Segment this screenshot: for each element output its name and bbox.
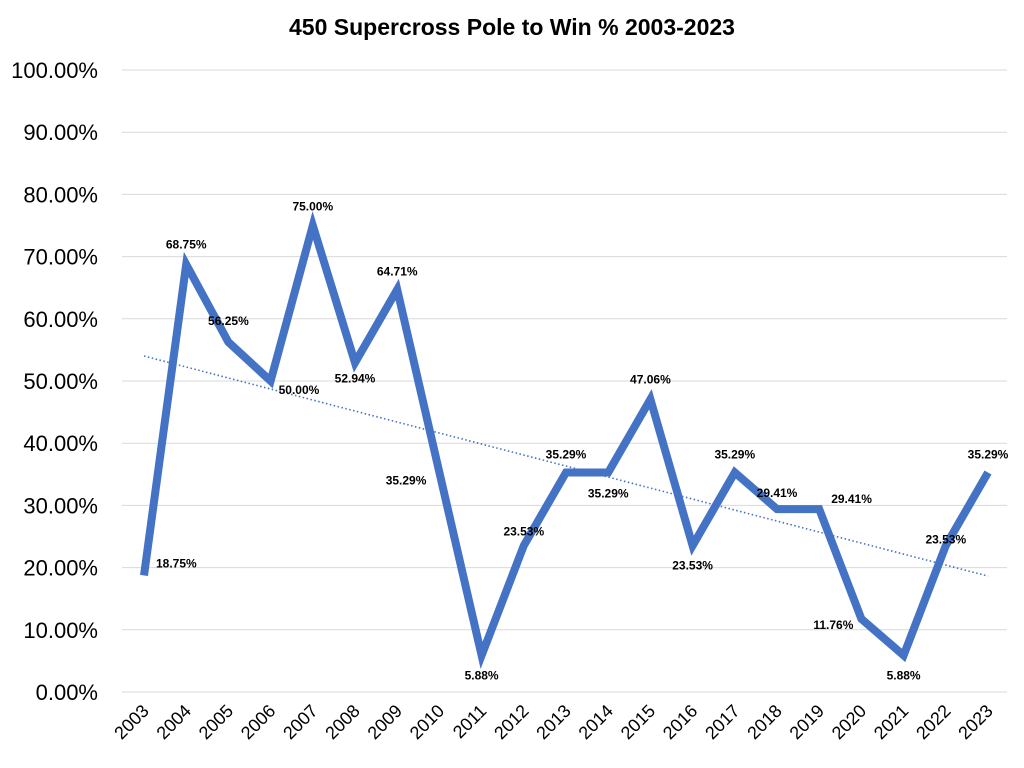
data-label: 47.06%	[630, 372, 671, 386]
data-label: 50.00%	[279, 383, 320, 397]
y-tick-label: 70.00%	[23, 245, 98, 270]
x-tick-label: 2021	[870, 701, 912, 743]
chart-title: 450 Supercross Pole to Win % 2003-2023	[289, 14, 735, 40]
y-tick-label: 60.00%	[23, 307, 98, 332]
x-tick-label: 2008	[321, 701, 363, 743]
y-tick-label: 90.00%	[23, 120, 98, 145]
data-label: 11.76%	[813, 618, 853, 632]
x-tick-label: 2022	[912, 701, 954, 743]
data-label: 35.29%	[714, 447, 755, 461]
y-tick-label: 40.00%	[23, 431, 98, 456]
y-tick-label: 10.00%	[23, 618, 98, 643]
x-tick-label: 2023	[954, 701, 996, 743]
x-tick-label: 2015	[617, 701, 659, 743]
x-tick-label: 2005	[195, 701, 237, 743]
y-tick-label: 20.00%	[23, 556, 98, 581]
x-tick-label: 2018	[743, 701, 785, 743]
x-tick-label: 2009	[364, 701, 406, 743]
x-tick-label: 2004	[153, 701, 195, 743]
data-label: 29.41%	[831, 492, 872, 506]
data-label: 35.29%	[386, 473, 427, 487]
x-tick-label: 2003	[110, 701, 152, 743]
data-label: 23.53%	[925, 533, 966, 547]
y-tick-label: 30.00%	[23, 493, 98, 518]
data-label: 35.29%	[546, 447, 587, 461]
x-tick-label: 2016	[659, 701, 701, 743]
x-tick-label: 2013	[532, 701, 574, 743]
x-tick-label: 2006	[237, 701, 279, 743]
data-label: 23.53%	[672, 559, 713, 573]
trendline	[143, 355, 989, 577]
y-tick-label: 0.00%	[36, 680, 98, 705]
data-label: 23.53%	[503, 525, 544, 539]
x-tick-label: 2011	[449, 701, 491, 743]
data-label: 52.94%	[335, 372, 376, 386]
x-tick-label: 2020	[828, 701, 870, 743]
x-tick-label: 2017	[701, 701, 743, 743]
data-label: 18.75%	[156, 556, 197, 570]
data-label: 35.29%	[968, 447, 1009, 461]
x-tick-label: 2019	[786, 701, 828, 743]
y-tick-label: 50.00%	[23, 369, 98, 394]
x-tick-label: 2007	[279, 701, 321, 743]
data-label: 35.29%	[588, 486, 629, 500]
x-tick-label: 2014	[575, 701, 617, 743]
data-label: 75.00%	[292, 200, 333, 214]
data-label: 5.88%	[465, 668, 499, 682]
y-tick-label: 80.00%	[23, 182, 98, 207]
data-label: 5.88%	[887, 668, 921, 682]
data-label: 68.75%	[166, 237, 207, 251]
x-tick-label: 2010	[406, 701, 448, 743]
data-label: 56.25%	[208, 314, 249, 328]
x-tick-label: 2012	[490, 701, 532, 743]
y-tick-label: 100.00%	[11, 58, 98, 83]
data-label: 64.71%	[377, 265, 418, 279]
data-label: 29.41%	[757, 486, 798, 500]
series-line	[140, 211, 992, 670]
